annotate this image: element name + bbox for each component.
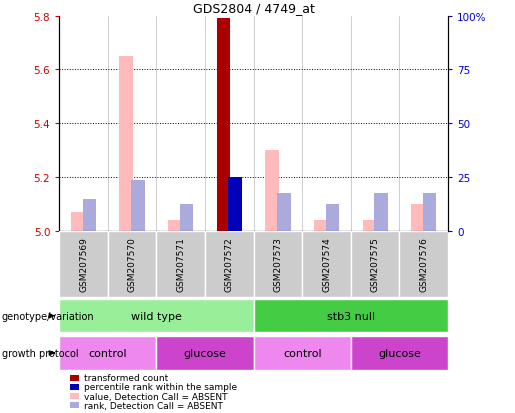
Bar <box>119 57 133 231</box>
Bar <box>277 194 290 231</box>
Bar <box>59 231 108 297</box>
Text: transformed count: transformed count <box>84 373 168 382</box>
Text: value, Detection Call = ABSENT: value, Detection Call = ABSENT <box>84 392 228 401</box>
Text: control: control <box>283 348 321 358</box>
Text: wild type: wild type <box>131 311 182 321</box>
Text: GSM207572: GSM207572 <box>225 237 234 292</box>
Bar <box>82 199 96 231</box>
Bar <box>157 336 253 370</box>
Bar <box>217 19 230 231</box>
Bar <box>374 194 388 231</box>
Text: genotype/variation: genotype/variation <box>2 311 94 321</box>
Bar <box>325 204 339 231</box>
Text: growth protocol: growth protocol <box>2 348 78 358</box>
Text: rank, Detection Call = ABSENT: rank, Detection Call = ABSENT <box>84 401 223 410</box>
Bar <box>253 336 351 370</box>
Bar <box>59 299 253 333</box>
Bar <box>228 178 242 231</box>
Bar <box>131 180 145 231</box>
Text: glucose: glucose <box>378 348 421 358</box>
Text: GSM207575: GSM207575 <box>371 237 380 292</box>
Text: GSM207576: GSM207576 <box>419 237 428 292</box>
Bar <box>205 231 253 297</box>
Text: glucose: glucose <box>183 348 227 358</box>
Bar <box>157 231 205 297</box>
Bar <box>265 151 279 231</box>
Bar <box>71 213 84 231</box>
Text: GSM207573: GSM207573 <box>273 237 282 292</box>
Text: GSM207574: GSM207574 <box>322 237 331 292</box>
Bar <box>168 221 182 231</box>
Text: percentile rank within the sample: percentile rank within the sample <box>84 382 237 392</box>
Bar <box>108 231 157 297</box>
Bar <box>302 231 351 297</box>
Title: GDS2804 / 4749_at: GDS2804 / 4749_at <box>193 2 315 15</box>
Bar <box>351 336 448 370</box>
Text: control: control <box>89 348 127 358</box>
Bar <box>314 221 328 231</box>
Bar <box>253 299 448 333</box>
Bar <box>59 336 157 370</box>
Bar <box>363 221 376 231</box>
Bar <box>423 194 436 231</box>
Bar <box>351 231 400 297</box>
Bar <box>400 231 448 297</box>
Bar <box>253 231 302 297</box>
Text: GSM207571: GSM207571 <box>176 237 185 292</box>
Bar <box>180 204 193 231</box>
Bar <box>411 204 425 231</box>
Text: stb3 null: stb3 null <box>327 311 375 321</box>
Text: GSM207570: GSM207570 <box>128 237 136 292</box>
Text: GSM207569: GSM207569 <box>79 237 88 292</box>
